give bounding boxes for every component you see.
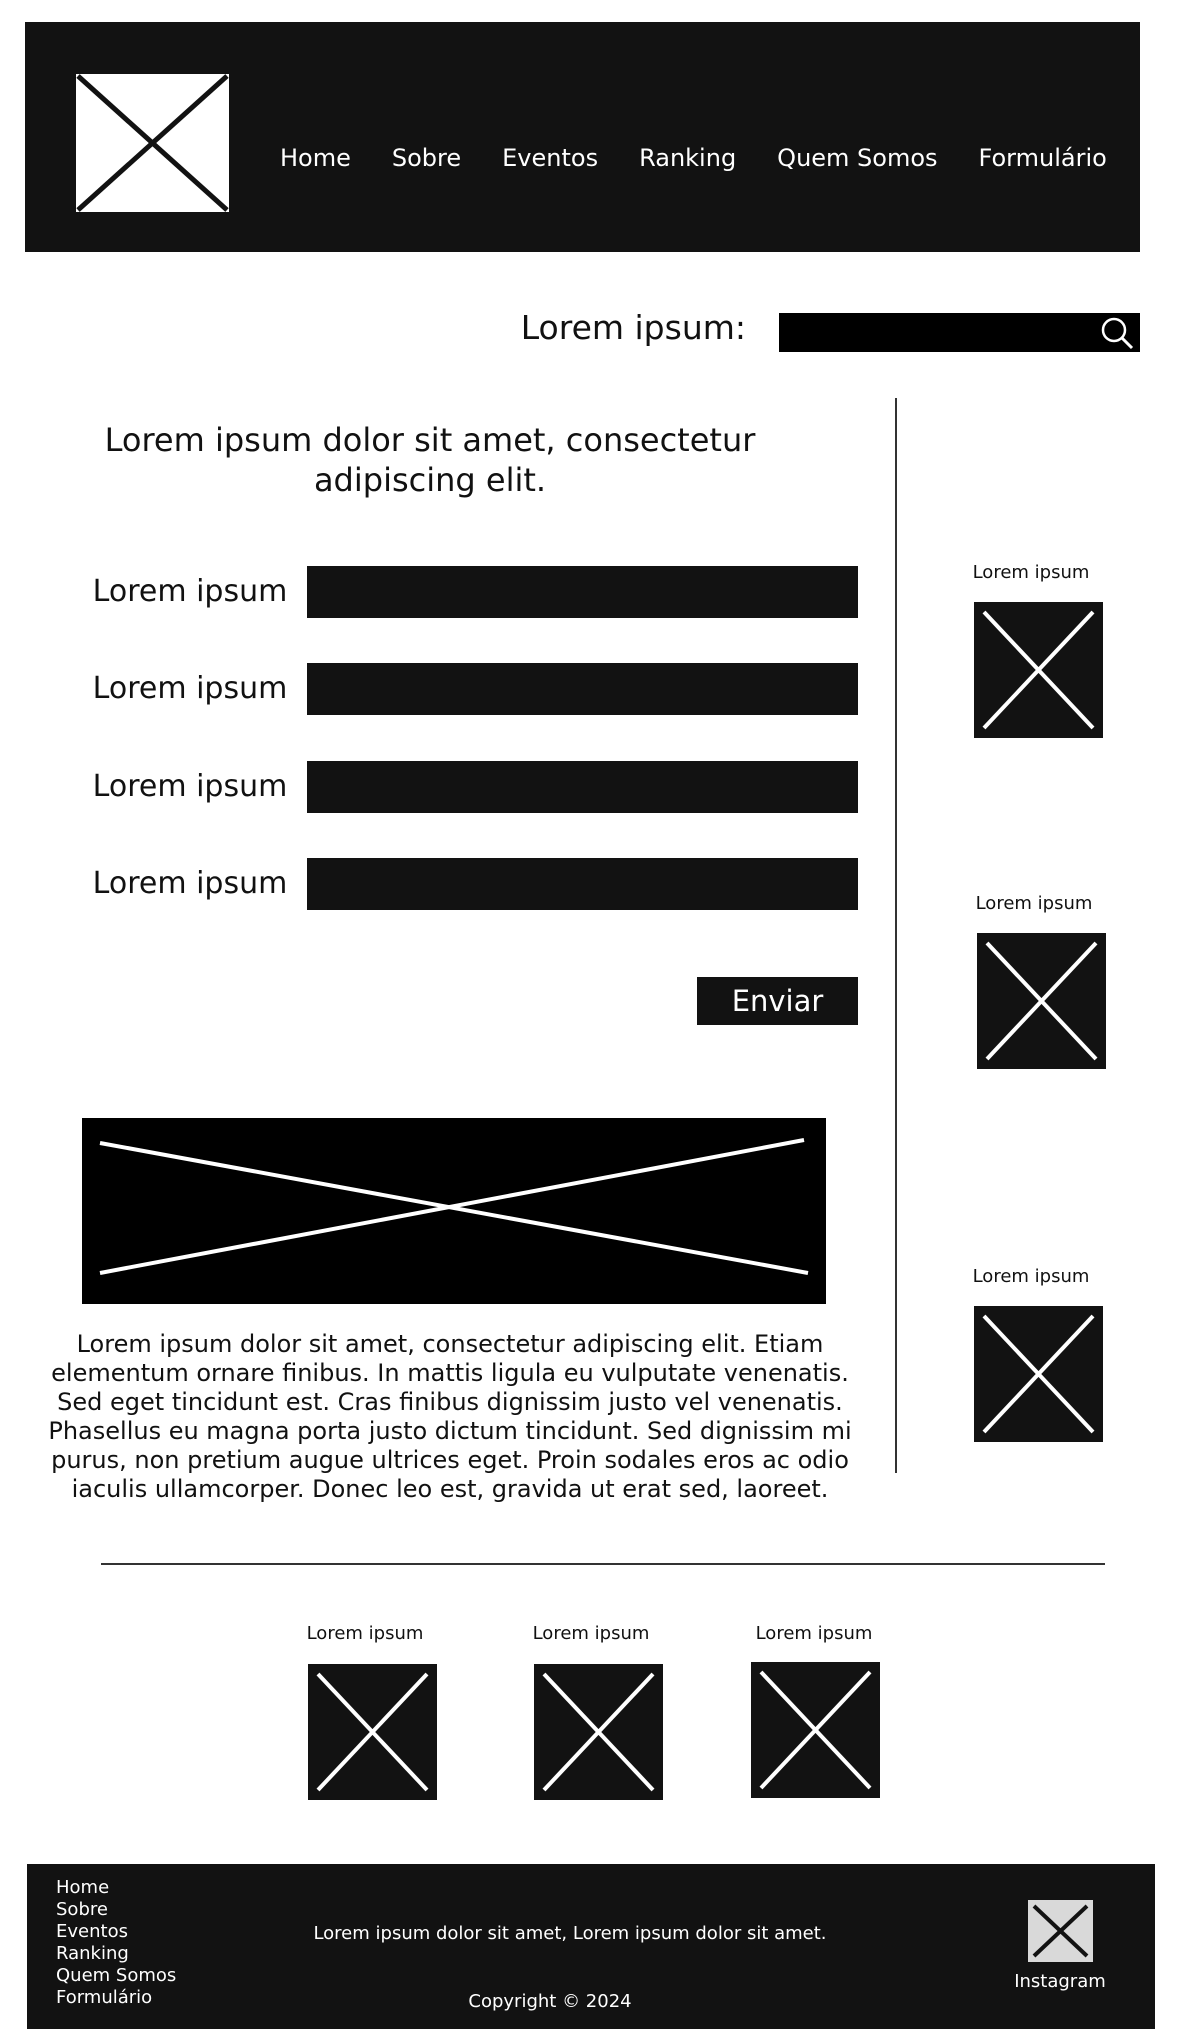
footer-link-eventos[interactable]: Eventos xyxy=(56,1921,128,1942)
copyright: Copyright © 2024 xyxy=(468,1991,632,2012)
gallery-item-label: Lorem ipsum xyxy=(306,1623,424,1644)
nav-home[interactable]: Home xyxy=(280,144,351,172)
image-placeholder-icon xyxy=(99,1138,809,1275)
form-field-input-2[interactable] xyxy=(307,663,858,715)
form-field-input-4[interactable] xyxy=(307,858,858,910)
instagram-link[interactable]: Instagram xyxy=(1014,1971,1106,1992)
nav-sobre[interactable]: Sobre xyxy=(391,144,462,172)
sidebar-item-label: Lorem ipsum xyxy=(972,562,1090,583)
image-placeholder-icon xyxy=(542,1672,655,1792)
footer-nav: Home Sobre Eventos Ranking Quem Somos Fo… xyxy=(56,1877,176,2009)
image-placeholder-icon xyxy=(76,74,229,212)
footer-link-formulario[interactable]: Formulário xyxy=(56,1987,153,2008)
form-field-label: Lorem ipsum xyxy=(92,574,288,609)
image-placeholder-icon xyxy=(759,1670,872,1790)
article-paragraph: Lorem ipsum dolor sit amet, consectetur … xyxy=(48,1330,852,1503)
gallery-item-label: Lorem ipsum xyxy=(532,1623,650,1644)
footer-link-home[interactable]: Home xyxy=(56,1877,110,1898)
vertical-divider xyxy=(895,398,897,1473)
form-title: Lorem ipsum dolor sit amet, consectetur … xyxy=(104,421,756,499)
sidebar-item-label: Lorem ipsum xyxy=(975,893,1093,914)
nav-formulario[interactable]: Formulário xyxy=(978,144,1107,172)
form-field-label: Lorem ipsum xyxy=(92,769,288,804)
search-label: Lorem ipsum: xyxy=(520,308,746,347)
submit-button[interactable]: Enviar xyxy=(697,977,858,1025)
horizontal-divider xyxy=(101,1563,1105,1565)
form-field-input-3[interactable] xyxy=(307,761,858,813)
form-field-label: Lorem ipsum xyxy=(92,866,288,901)
gallery-thumb-1[interactable] xyxy=(308,1664,437,1800)
footer-link-sobre[interactable]: Sobre xyxy=(56,1899,108,1920)
logo-image-placeholder[interactable] xyxy=(76,74,229,212)
sidebar-item-label: Lorem ipsum xyxy=(972,1266,1090,1287)
sidebar-thumb-3[interactable] xyxy=(974,1306,1103,1442)
search-button[interactable] xyxy=(1097,314,1137,352)
image-placeholder-icon xyxy=(316,1672,429,1792)
nav-quem-somos[interactable]: Quem Somos xyxy=(777,144,938,172)
footer-link-ranking[interactable]: Ranking xyxy=(56,1943,129,1964)
search-icon xyxy=(1101,317,1134,350)
site-footer xyxy=(27,1864,1155,2029)
image-placeholder-icon xyxy=(985,941,1098,1061)
instagram-icon[interactable] xyxy=(1028,1900,1093,1962)
search-input[interactable] xyxy=(779,313,1140,352)
main-nav: Home Sobre Eventos Ranking Quem Somos Fo… xyxy=(280,140,1148,176)
image-placeholder-icon xyxy=(1032,1904,1089,1958)
form-field-label: Lorem ipsum xyxy=(92,671,288,706)
form-field-input-1[interactable] xyxy=(307,566,858,618)
gallery-thumb-2[interactable] xyxy=(534,1664,663,1800)
footer-link-quem-somos[interactable]: Quem Somos xyxy=(56,1965,177,1986)
gallery-thumb-3[interactable] xyxy=(751,1662,880,1798)
footer-text: Lorem ipsum dolor sit amet, Lorem ipsum … xyxy=(313,1923,827,1944)
banner-image-placeholder xyxy=(82,1118,826,1304)
image-placeholder-icon xyxy=(982,610,1095,730)
sidebar-thumb-1[interactable] xyxy=(974,602,1103,738)
gallery-item-label: Lorem ipsum xyxy=(755,1623,873,1644)
image-placeholder-icon xyxy=(982,1314,1095,1434)
nav-eventos[interactable]: Eventos xyxy=(502,144,599,172)
sidebar-thumb-2[interactable] xyxy=(977,933,1106,1069)
nav-ranking[interactable]: Ranking xyxy=(639,144,737,172)
